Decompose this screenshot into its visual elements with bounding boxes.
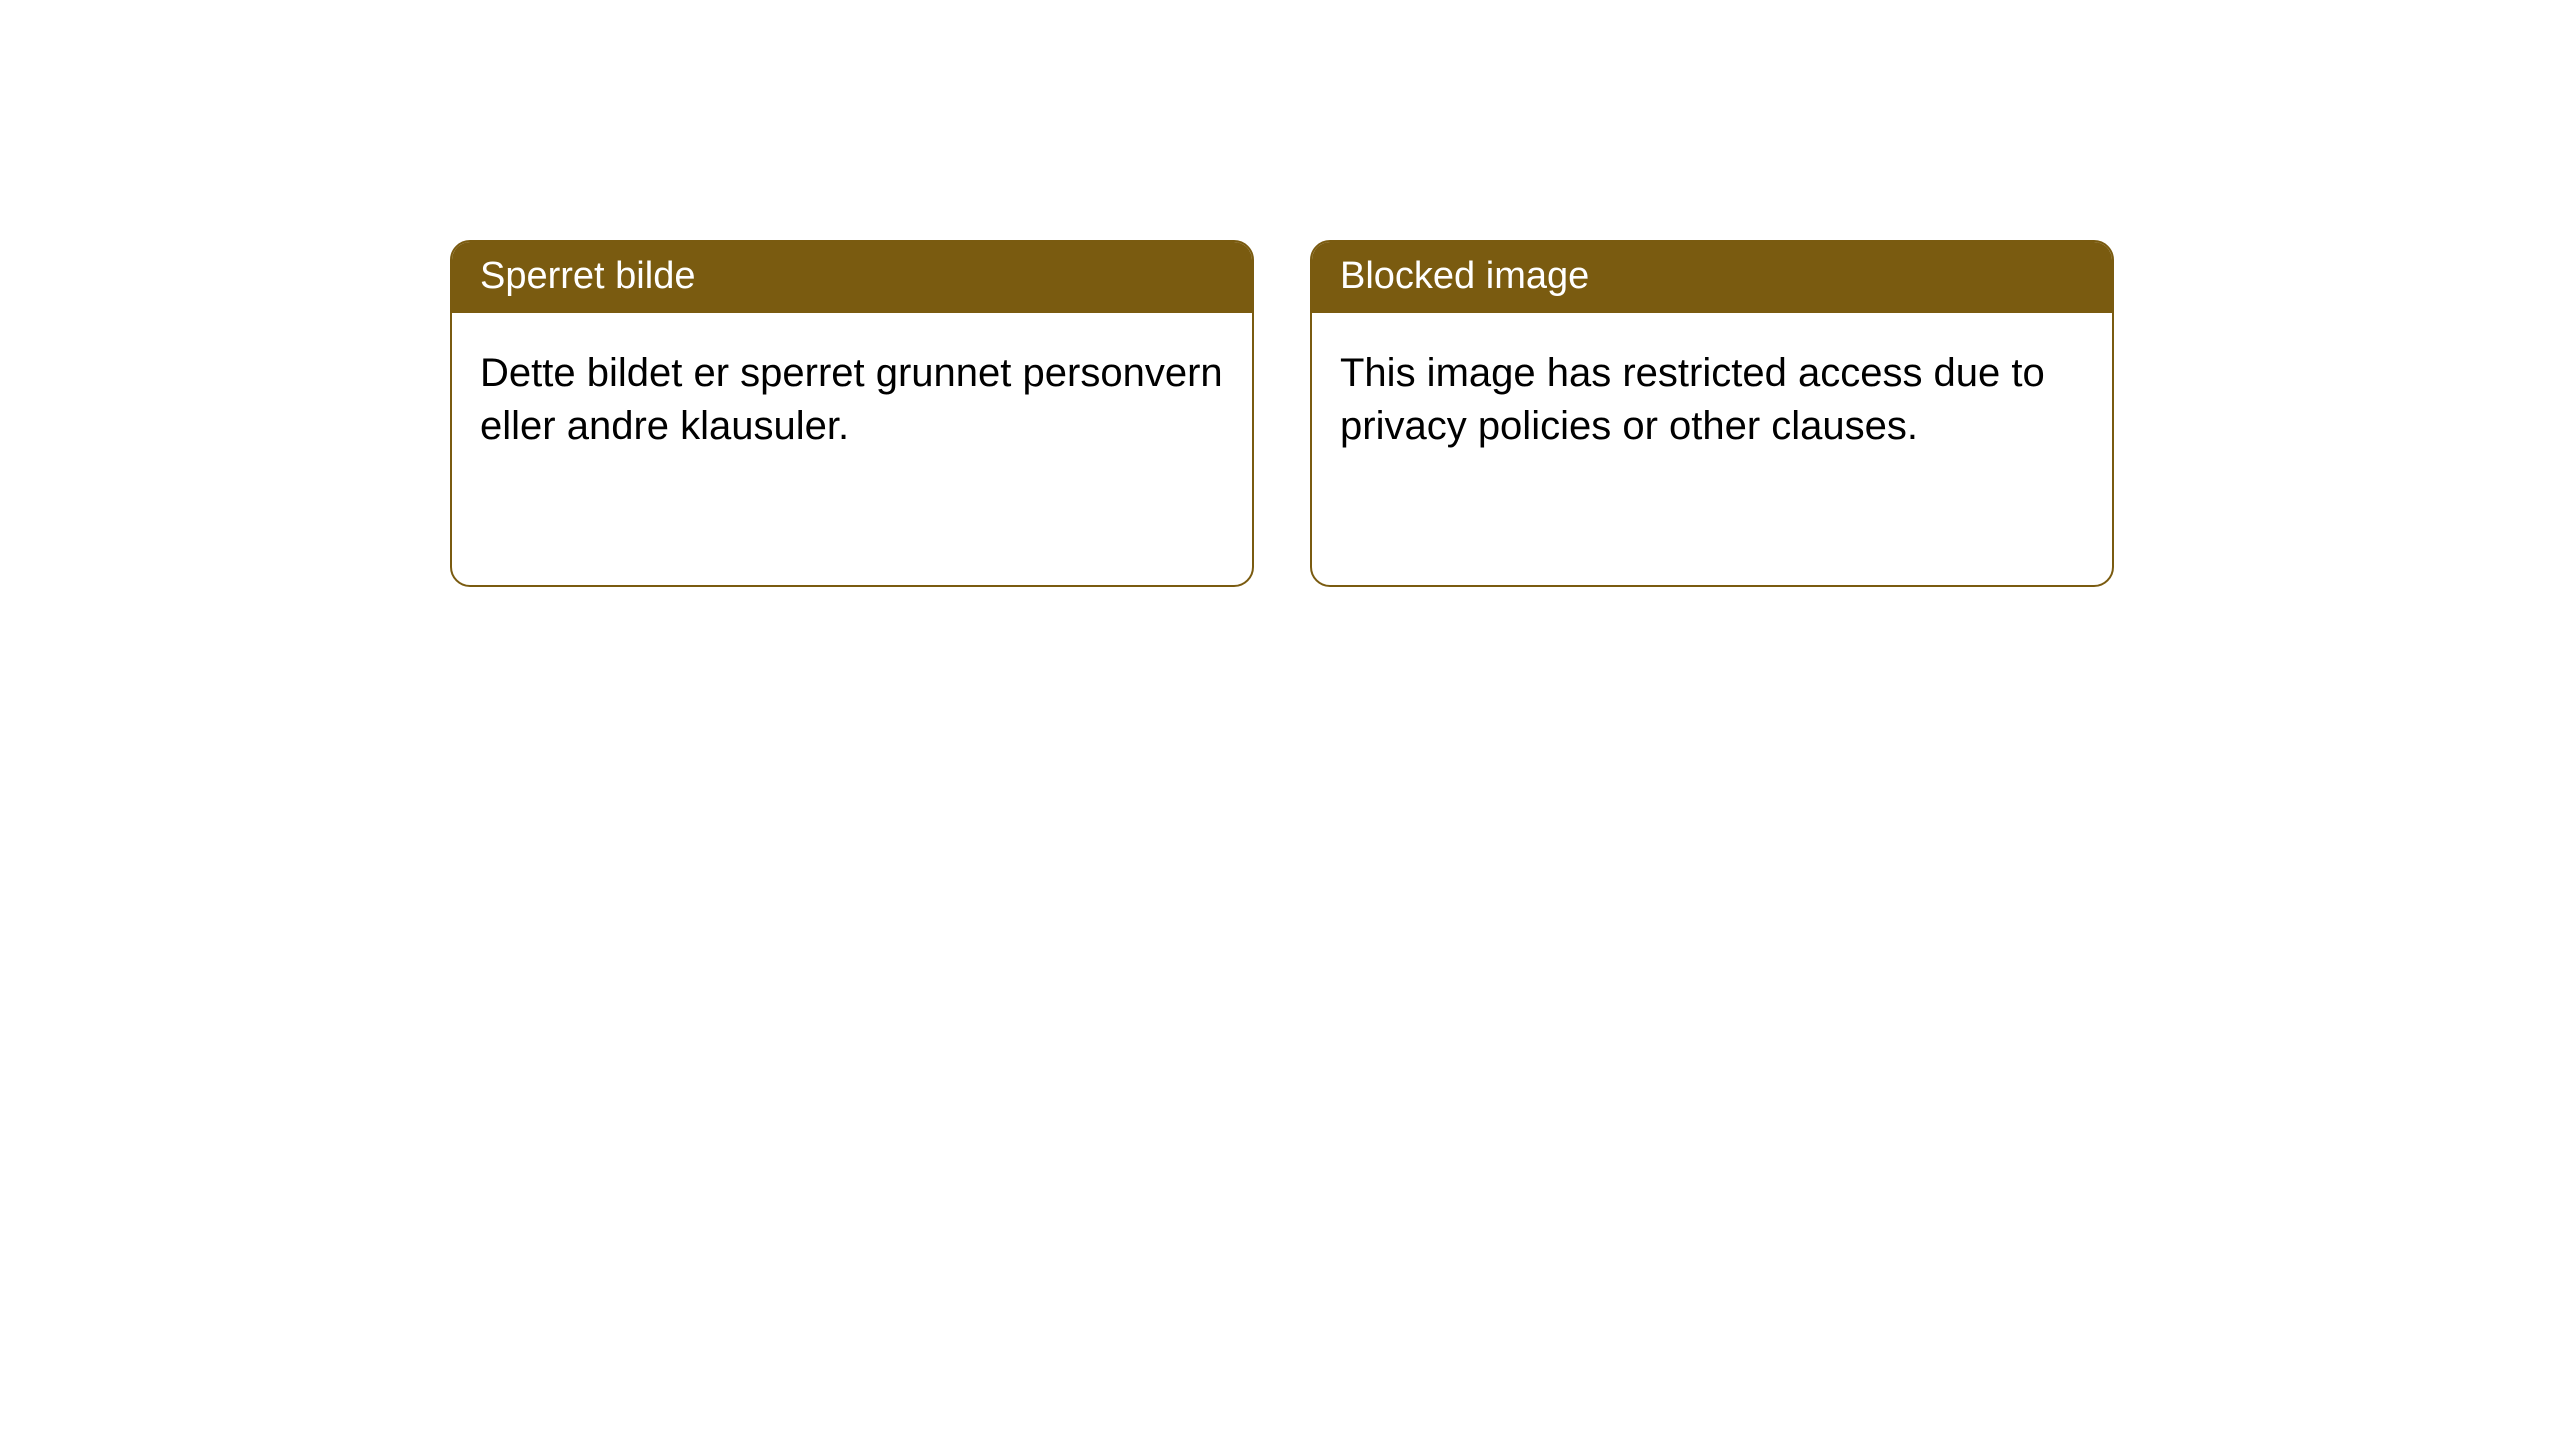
notices-container: Sperret bilde Dette bildet er sperret gr… [0, 0, 2560, 587]
notice-card-english: Blocked image This image has restricted … [1310, 240, 2114, 587]
notice-title: Sperret bilde [452, 242, 1252, 313]
notice-card-norwegian: Sperret bilde Dette bildet er sperret gr… [450, 240, 1254, 587]
notice-body: Dette bildet er sperret grunnet personve… [452, 313, 1252, 585]
notice-body: This image has restricted access due to … [1312, 313, 2112, 585]
notice-title: Blocked image [1312, 242, 2112, 313]
